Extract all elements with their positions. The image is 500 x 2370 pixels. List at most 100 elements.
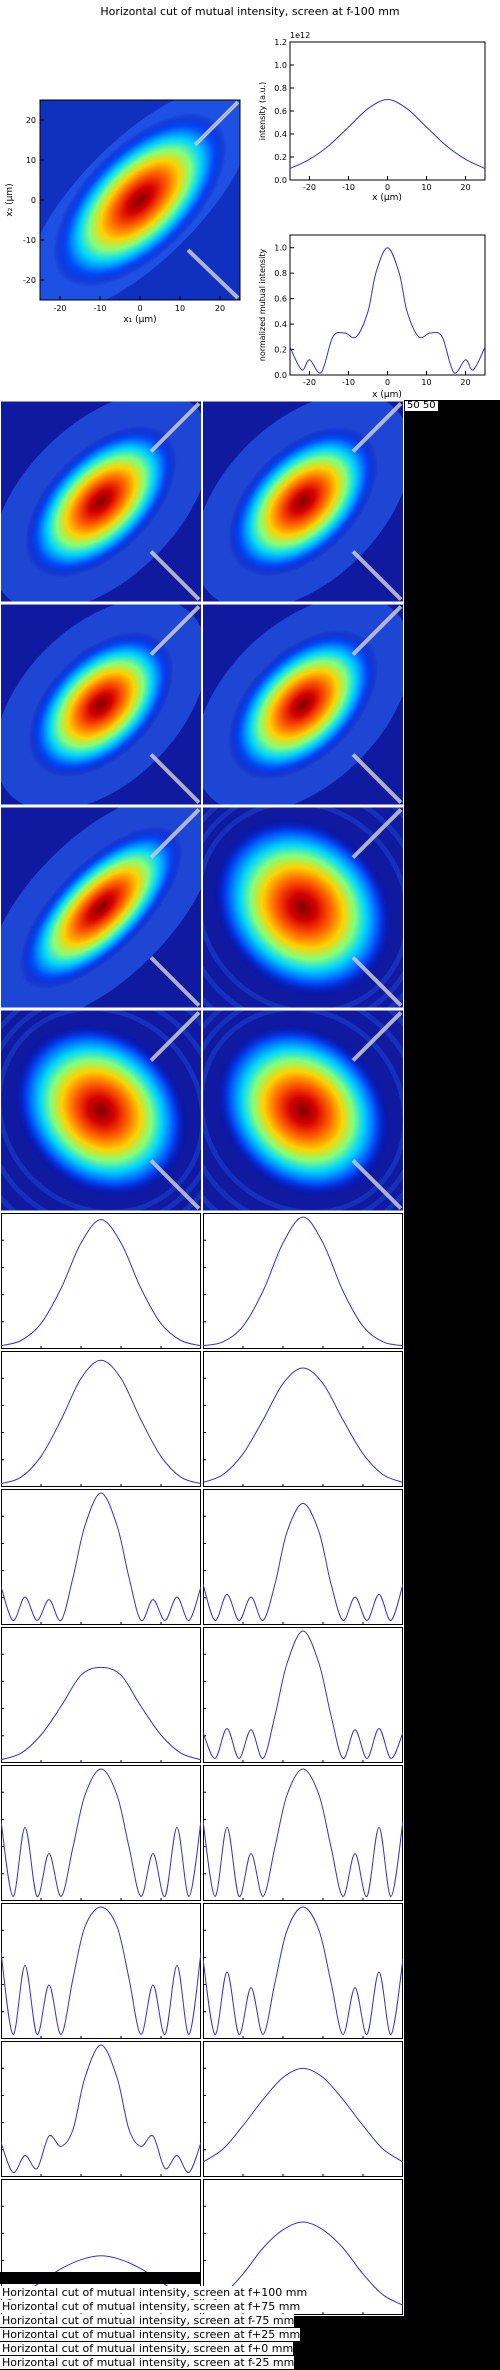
xtick-label: -10 bbox=[342, 378, 355, 387]
ytick-label: 0.4 bbox=[274, 130, 287, 139]
line-plot-cell bbox=[202, 1350, 404, 1488]
footer-divider bbox=[0, 2272, 200, 2284]
line-plot-frame bbox=[203, 1903, 403, 2039]
top-figure: Horizontal cut of mutual intensity, scre… bbox=[0, 0, 500, 400]
corner-label: 50 50 bbox=[405, 400, 438, 411]
heatmap-ytick-label: 0 bbox=[31, 196, 36, 205]
line-plot-svg bbox=[203, 1765, 403, 1901]
line-plot-series bbox=[203, 2221, 403, 2306]
heatmap-cut-line bbox=[351, 402, 403, 453]
heatmap-cell bbox=[202, 806, 404, 1009]
line-plot-frame bbox=[203, 2041, 403, 2177]
line-plot-series bbox=[203, 2067, 403, 2163]
title-list: Horizontal cut of mutual intensity, scre… bbox=[0, 2286, 308, 2370]
heatmap-svg bbox=[1, 1010, 201, 1211]
line-plot-frame bbox=[1, 1765, 201, 1901]
figure-title: Horizontal cut of mutual intensity, scre… bbox=[100, 5, 399, 18]
intensity-ylabel: intensity (a.u.) bbox=[258, 82, 267, 141]
heatmap-cut-line bbox=[351, 753, 403, 804]
intensity-xlabel: x (μm) bbox=[372, 193, 402, 203]
ytick-label: 1.2 bbox=[274, 38, 287, 47]
title-list-item: Horizontal cut of mutual intensity, scre… bbox=[0, 2342, 294, 2355]
ytick-label: 1.0 bbox=[274, 61, 287, 70]
line-plot-frame bbox=[203, 1765, 403, 1901]
ytick-label: 0.2 bbox=[274, 346, 287, 355]
ytick-label: 0.6 bbox=[274, 295, 287, 304]
ytick-label: 0.8 bbox=[274, 269, 287, 278]
heatmap-ytick-label: -10 bbox=[23, 236, 36, 245]
heatmap-cut-line bbox=[193, 100, 240, 147]
line-plot-svg bbox=[203, 1213, 403, 1349]
line-plot-series bbox=[203, 1502, 403, 1621]
heatmap-svg bbox=[1, 401, 201, 602]
ytick-label: 0.8 bbox=[274, 84, 287, 93]
heatmap-ytick-label: 10 bbox=[26, 156, 36, 165]
line-plot-cell bbox=[202, 1902, 404, 2040]
line-plot-series bbox=[1, 1219, 201, 1347]
xtick-label: -10 bbox=[342, 183, 355, 192]
line-plot-cell bbox=[202, 1488, 404, 1626]
heatmap-panel: -20 -20 -10 -10 0 0 10 10 20 20 x₁ (μm) x₂ (μm) bbox=[5, 99, 241, 325]
heatmap-ytick-label: -20 bbox=[23, 276, 36, 285]
heatmap-cell bbox=[0, 806, 202, 1009]
heatmap-cut-line bbox=[351, 1159, 403, 1210]
line-plot-svg bbox=[1, 1489, 201, 1625]
heatmap-xtick-label: 20 bbox=[215, 304, 225, 313]
heatmap-blob bbox=[19, 825, 183, 990]
coherence-line bbox=[289, 247, 486, 374]
line-plot-frame bbox=[1, 1903, 201, 2039]
line-plot-svg bbox=[1, 1627, 201, 1763]
heatmap-xtick-label: 10 bbox=[175, 304, 185, 313]
line-plot-svg bbox=[1, 1765, 201, 1901]
heatmap-cut-line bbox=[149, 808, 201, 859]
line-plot-frame bbox=[1, 1213, 201, 1349]
heatmap-blob bbox=[228, 629, 378, 780]
line-plot-series bbox=[203, 1367, 403, 1483]
line-plot-series bbox=[1, 1359, 201, 1485]
heatmap-cut-line bbox=[149, 605, 201, 656]
heatmap-blob bbox=[213, 817, 393, 998]
line-plot-svg bbox=[203, 1489, 403, 1625]
heatmap-cell bbox=[202, 400, 404, 603]
line-plot-svg bbox=[1, 2041, 201, 2177]
heatmap-ylabel: x₂ (μm) bbox=[5, 183, 15, 216]
line-plot-cell bbox=[0, 1212, 202, 1350]
ytick-label: 1.0 bbox=[274, 244, 287, 253]
title-list-item: Horizontal cut of mutual intensity, scre… bbox=[0, 2286, 308, 2299]
coherence-ylabel: normalized mutual intensity bbox=[258, 249, 267, 362]
heatmap-cut-line bbox=[351, 605, 403, 656]
xtick-label: 0 bbox=[385, 183, 390, 192]
line-plot-cell bbox=[202, 1212, 404, 1350]
heatmap-blob bbox=[53, 113, 227, 287]
line-plot-frame bbox=[1, 1627, 201, 1763]
heatmap-xtick-label: -20 bbox=[53, 304, 66, 313]
top-figure-svg: Horizontal cut of mutual intensity, scre… bbox=[5, 5, 486, 400]
heatmap-svg bbox=[1, 604, 201, 805]
ytick-label: 0.0 bbox=[274, 176, 287, 185]
line-plot-frame bbox=[1, 1489, 201, 1625]
heatmap-cut-line bbox=[351, 808, 403, 859]
line-plot-svg bbox=[203, 1351, 403, 1487]
heatmap-ytick-label: 20 bbox=[26, 116, 36, 125]
line-plot-svg bbox=[1, 1213, 201, 1349]
heatmap-cut-line bbox=[149, 1011, 201, 1062]
heatmap-blob bbox=[25, 425, 177, 578]
line-plot-frame bbox=[1, 1351, 201, 1487]
line-plot-series bbox=[1, 2044, 201, 2173]
intensity-exponent: 1e12 bbox=[290, 31, 310, 40]
line-plot-svg bbox=[203, 1627, 403, 1763]
line-plot-series bbox=[203, 1630, 403, 1759]
heatmap-blob bbox=[228, 426, 378, 577]
line-plot-cell bbox=[202, 1764, 404, 1902]
heatmap-cut-line bbox=[351, 956, 403, 1007]
ytick-label: 0.6 bbox=[274, 107, 287, 116]
title-list-item: Horizontal cut of mutual intensity, scre… bbox=[0, 2356, 295, 2369]
heatmap-svg bbox=[203, 1010, 403, 1211]
line-plot-frame bbox=[1, 2041, 201, 2177]
line-plot-series bbox=[1, 1768, 201, 1897]
line-plot-frame bbox=[203, 1213, 403, 1349]
line-plot-frame bbox=[203, 1489, 403, 1625]
title-list-item: Horizontal cut of mutual intensity, scre… bbox=[0, 2314, 295, 2327]
heatmap-cell bbox=[0, 400, 202, 603]
intensity-line bbox=[289, 98, 486, 169]
